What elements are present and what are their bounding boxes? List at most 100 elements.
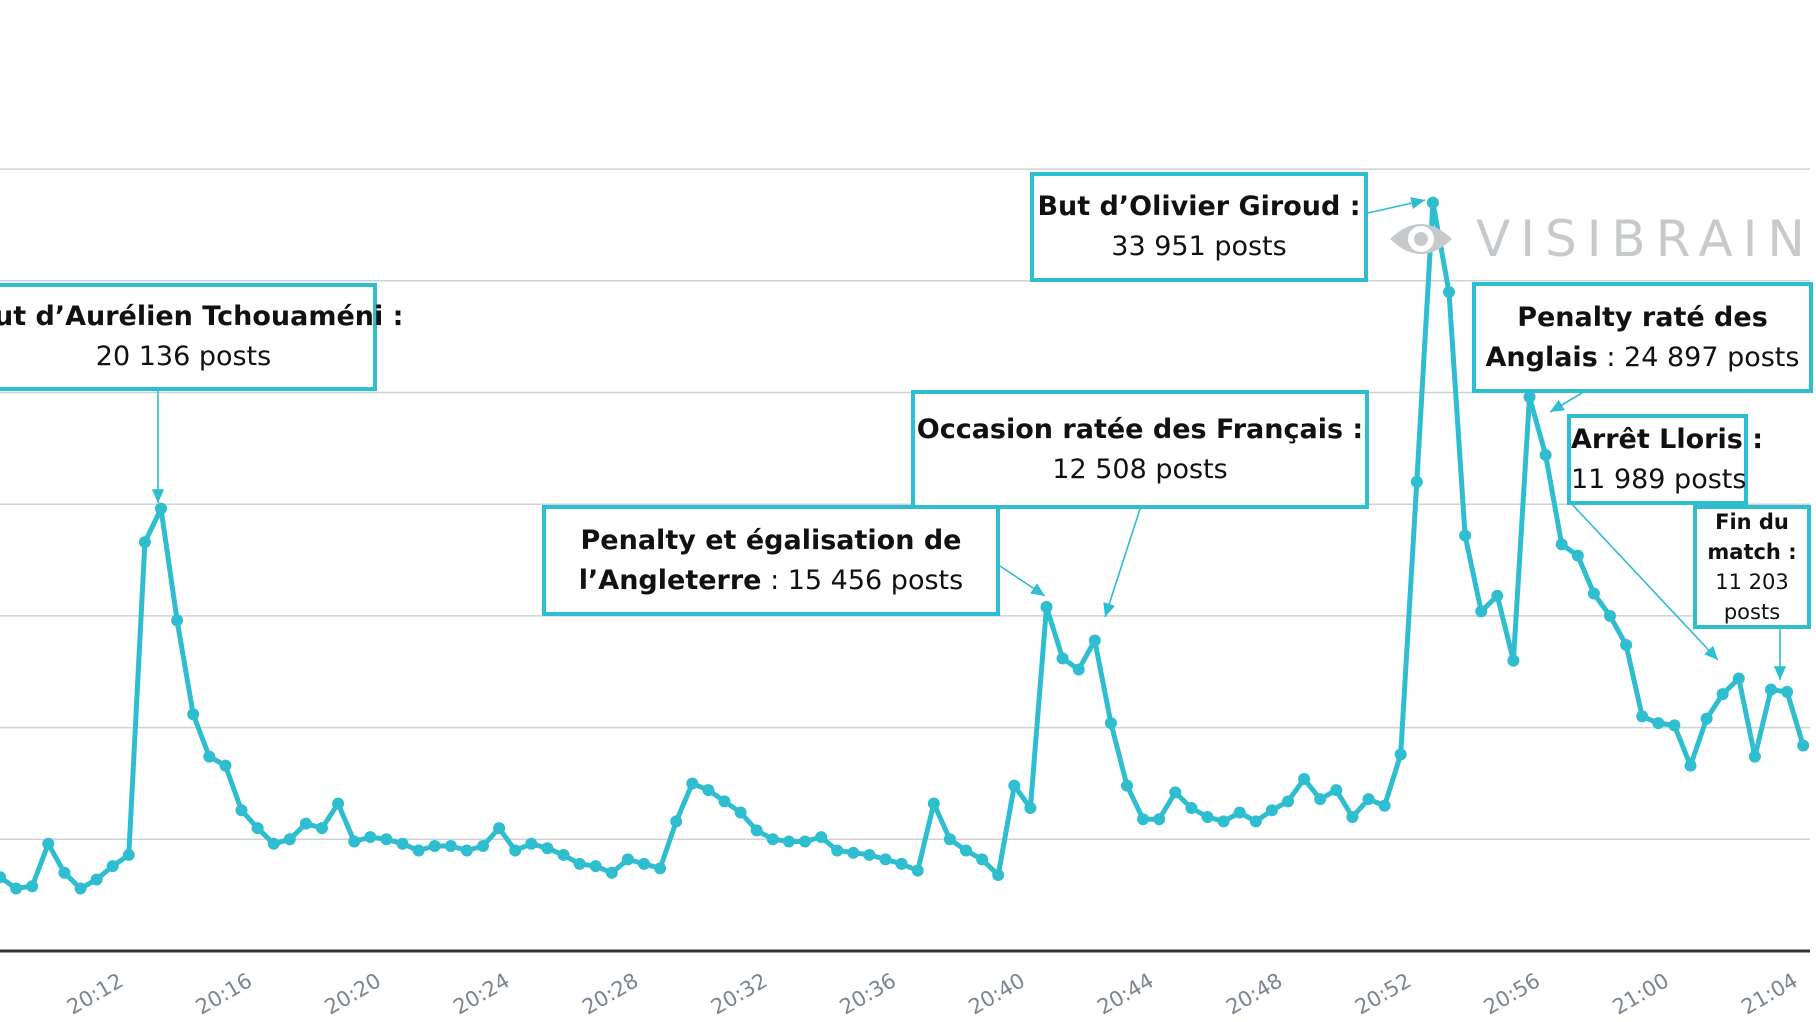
data-point	[1604, 609, 1616, 622]
data-point	[927, 797, 940, 810]
data-point	[509, 844, 522, 857]
data-point	[396, 837, 409, 850]
annotation-value: 33 951 posts	[1111, 231, 1287, 262]
data-point	[122, 848, 135, 861]
data-point	[1732, 672, 1745, 685]
x-tick-label: 20:24	[449, 968, 513, 1019]
data-points	[0, 196, 1810, 895]
data-point	[1700, 712, 1713, 725]
data-point	[171, 614, 184, 627]
data-point	[960, 844, 972, 857]
annotation-tchouameni: ut d’Aurélien Tchouaméni : 20 136 posts	[0, 283, 403, 391]
eye-icon	[1390, 224, 1452, 254]
data-point	[187, 708, 200, 721]
data-point	[1249, 815, 1262, 828]
data-point	[26, 880, 39, 893]
data-point	[1346, 810, 1359, 823]
data-point	[1265, 804, 1278, 817]
data-point	[782, 835, 795, 848]
annotation-value: 12 508 posts	[1052, 453, 1228, 485]
leader-line	[1567, 499, 1719, 661]
leader-arrowhead	[1704, 645, 1718, 660]
data-point	[1024, 802, 1037, 815]
data-point	[686, 777, 699, 790]
data-point	[1201, 810, 1214, 823]
data-point	[1426, 196, 1439, 209]
data-point	[621, 853, 634, 866]
data-point	[1459, 529, 1472, 542]
data-point	[251, 822, 264, 835]
data-point	[1523, 390, 1536, 403]
data-point	[1781, 685, 1794, 698]
x-tick-label: 20:36	[836, 968, 900, 1019]
data-point	[1587, 587, 1600, 600]
data-point	[1185, 802, 1198, 815]
annotation-title: Penalty raté des	[1517, 301, 1768, 333]
annotation-value: 11 989 posts	[1571, 463, 1747, 495]
x-tick-label: 20:32	[707, 968, 771, 1019]
annotation-value: 20 136 posts	[95, 341, 272, 372]
data-point	[670, 815, 683, 828]
data-point	[283, 833, 296, 846]
data-point	[1104, 717, 1117, 730]
data-point	[1008, 779, 1021, 792]
data-point	[235, 804, 248, 817]
data-point	[477, 840, 489, 853]
x-tick-label: 20:16	[192, 968, 256, 1019]
data-point	[1233, 806, 1246, 819]
x-tick-label: 20:44	[1093, 968, 1157, 1019]
annotation-title-2: Anglais	[1485, 341, 1598, 373]
data-point	[525, 837, 538, 850]
data-point	[1410, 475, 1423, 488]
annotation-value: 11 203	[1715, 570, 1789, 594]
data-point	[799, 835, 811, 848]
data-point	[1797, 739, 1810, 752]
data-point	[718, 795, 731, 808]
data-point	[1684, 759, 1697, 772]
data-point	[58, 866, 71, 879]
annotation-title-2: match :	[1707, 540, 1797, 564]
data-point	[943, 833, 956, 846]
data-point	[380, 833, 393, 846]
data-point	[879, 853, 892, 866]
data-point	[766, 833, 779, 846]
data-point	[1475, 605, 1488, 618]
leader-arrowhead	[1773, 666, 1787, 680]
data-point	[460, 844, 473, 857]
data-point	[1362, 793, 1375, 806]
data-point	[541, 842, 554, 855]
data-point	[299, 817, 312, 830]
data-point	[1571, 549, 1584, 562]
annotation-value: : 15 456 posts	[761, 564, 964, 596]
annotation-occasion: Occasion ratée des Français : 12 508 pos…	[911, 390, 1369, 509]
leader-arrowhead	[151, 489, 165, 503]
data-point	[1620, 638, 1633, 651]
data-point	[412, 844, 425, 857]
data-point	[155, 502, 167, 515]
x-tick-label: 20:56	[1480, 968, 1544, 1019]
data-point	[90, 873, 103, 886]
annotation-title: ut d’Aurélien Tchouaméni :	[0, 301, 404, 332]
leader-arrowhead	[1030, 583, 1045, 596]
data-point	[106, 860, 119, 873]
data-point	[1121, 779, 1133, 792]
data-point	[750, 824, 763, 837]
data-point	[267, 837, 280, 850]
data-point	[1330, 784, 1343, 797]
data-point	[316, 822, 328, 835]
data-point	[1668, 719, 1681, 732]
data-point	[702, 784, 715, 797]
annotation-title: Fin du	[1715, 510, 1789, 534]
data-point	[74, 882, 87, 895]
data-point	[815, 831, 828, 844]
data-point	[1652, 717, 1665, 730]
data-point	[332, 797, 345, 810]
annotation-title: Arrêt Lloris :	[1571, 423, 1763, 455]
data-point	[1282, 795, 1294, 808]
data-point	[219, 759, 232, 772]
data-point	[1636, 710, 1649, 723]
x-tick-label: 20:48	[1222, 968, 1286, 1019]
data-point	[1298, 772, 1311, 785]
x-tick-label: 20:52	[1351, 968, 1415, 1019]
annotation-value-2: posts	[1723, 600, 1781, 624]
